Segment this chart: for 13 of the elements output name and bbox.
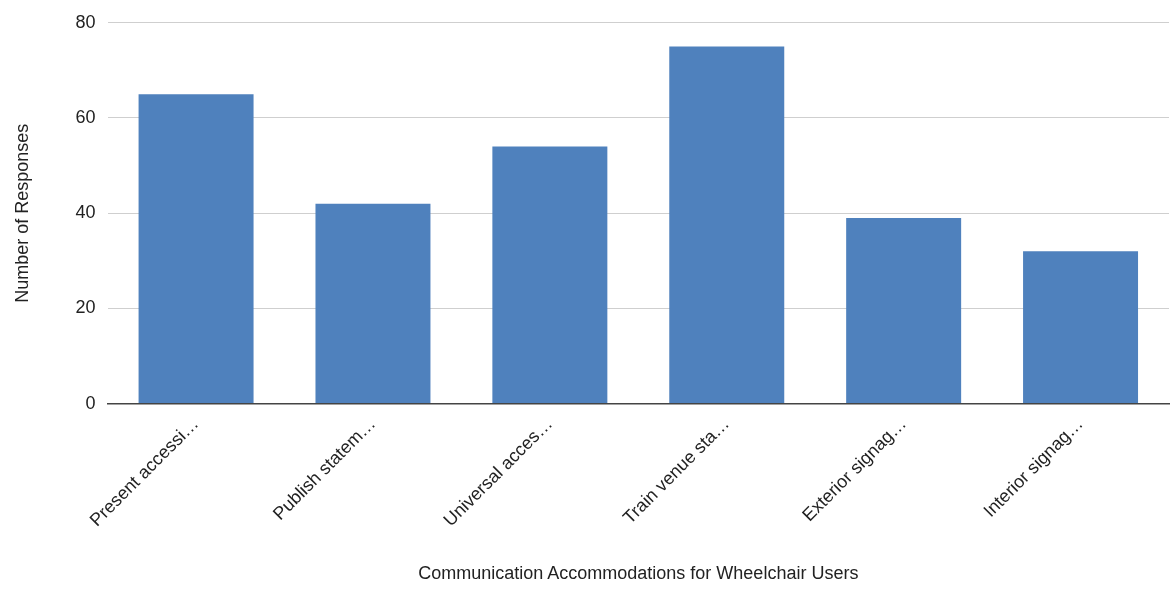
bar [315, 203, 431, 404]
bar [669, 46, 785, 404]
y-tick-label: 20 [75, 297, 96, 318]
bar [492, 146, 608, 404]
bar [138, 94, 254, 404]
y-tick-label: 40 [75, 202, 96, 223]
y-tick-label: 80 [75, 11, 96, 32]
y-tick-label: 0 [85, 392, 96, 413]
bar [1023, 251, 1139, 404]
y-axis-title: Number of Responses [11, 123, 32, 303]
x-axis-title: Communication Accommodations for Wheelchair Users [418, 563, 859, 584]
y-tick-label: 60 [75, 106, 96, 127]
bar [846, 217, 962, 404]
